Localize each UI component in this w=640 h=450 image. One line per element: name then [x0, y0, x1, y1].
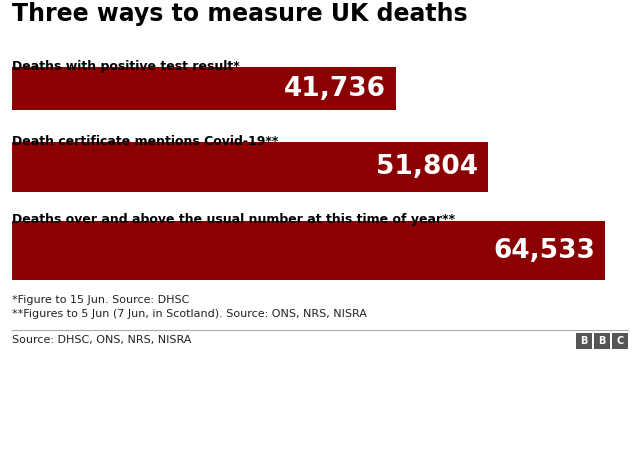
- Text: Deaths over and above the usual number at this time of year**: Deaths over and above the usual number a…: [12, 213, 455, 226]
- Text: Deaths with positive test result*: Deaths with positive test result*: [12, 60, 240, 73]
- Bar: [576, 333, 592, 349]
- Text: *Figure to 15 Jun. Source: DHSC: *Figure to 15 Jun. Source: DHSC: [12, 295, 189, 305]
- Text: Three ways to measure UK deaths: Three ways to measure UK deaths: [12, 2, 468, 26]
- Text: 41,736: 41,736: [284, 76, 386, 102]
- Text: B: B: [580, 336, 588, 346]
- Text: 51,804: 51,804: [376, 154, 478, 180]
- Text: Death certificate mentions Covid-19**: Death certificate mentions Covid-19**: [12, 135, 278, 148]
- Text: 64,533: 64,533: [493, 238, 595, 264]
- Text: B: B: [598, 336, 605, 346]
- Bar: [594, 333, 610, 349]
- Bar: [12, 142, 488, 192]
- Bar: [612, 333, 628, 349]
- Text: **Figures to 5 Jun (7 Jun, in Scotland). Source: ONS, NRS, NISRA: **Figures to 5 Jun (7 Jun, in Scotland).…: [12, 309, 367, 319]
- Bar: [12, 221, 605, 280]
- Bar: [12, 67, 396, 110]
- Text: C: C: [616, 336, 623, 346]
- Text: Source: DHSC, ONS, NRS, NISRA: Source: DHSC, ONS, NRS, NISRA: [12, 335, 191, 345]
